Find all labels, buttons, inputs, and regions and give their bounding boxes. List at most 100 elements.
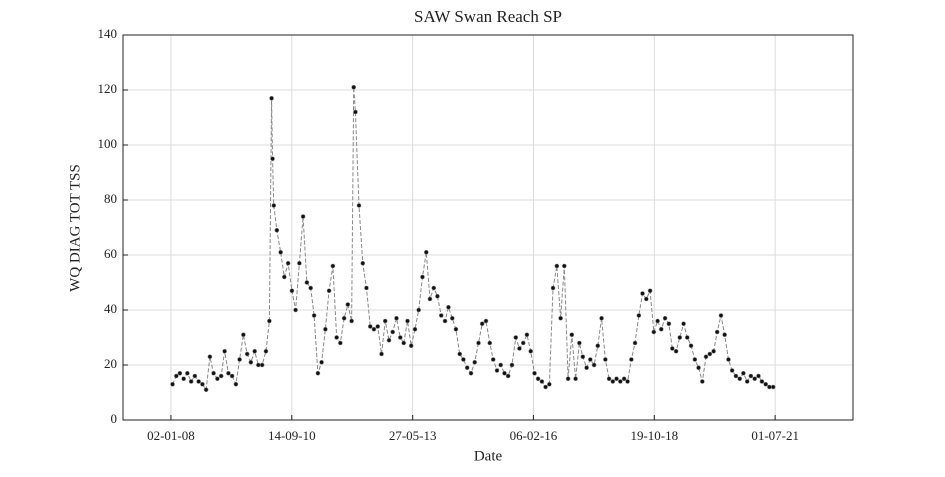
data-point <box>435 293 440 299</box>
data-point <box>509 362 515 368</box>
data-point <box>390 329 395 335</box>
data-point <box>375 324 381 329</box>
data-point <box>196 379 201 384</box>
data-point <box>554 263 560 269</box>
data-point <box>543 384 548 390</box>
data-point <box>360 260 366 266</box>
data-point <box>468 370 474 376</box>
data-point <box>700 379 705 384</box>
data-point <box>371 326 377 332</box>
data-point <box>177 370 183 376</box>
data-point <box>621 376 627 382</box>
data-point <box>226 370 231 376</box>
data-point <box>718 313 724 318</box>
data-point <box>222 348 227 354</box>
data-point <box>353 109 358 115</box>
data-point <box>681 321 686 327</box>
data-point <box>341 315 347 321</box>
data-point <box>472 359 477 365</box>
data-point <box>632 340 638 346</box>
data-point <box>207 354 213 360</box>
data-point <box>248 359 254 365</box>
data-point <box>494 368 500 373</box>
data-point <box>580 354 586 360</box>
data-point <box>606 376 612 382</box>
data-point <box>416 307 421 313</box>
data-point <box>595 343 601 349</box>
data-point <box>569 332 575 338</box>
y-tick-label: 40 <box>104 301 117 316</box>
data-point <box>315 370 321 376</box>
data-point <box>252 348 257 354</box>
data-point <box>614 376 619 382</box>
data-point <box>282 274 287 280</box>
data-point <box>696 365 701 371</box>
data-point <box>714 329 720 335</box>
data-point <box>453 326 459 332</box>
data-point <box>490 357 496 362</box>
data-point <box>722 332 727 338</box>
data-point <box>271 203 277 208</box>
data-point <box>408 343 414 349</box>
data-point <box>528 348 534 354</box>
data-point <box>269 95 274 101</box>
data-point <box>517 346 522 351</box>
data-point <box>547 381 552 387</box>
data-point <box>520 340 526 346</box>
data-point <box>349 318 354 324</box>
data-point <box>367 324 373 329</box>
data-point <box>423 249 429 255</box>
y-tick-label: 80 <box>104 191 117 206</box>
data-point <box>505 373 511 379</box>
data-point <box>382 318 388 324</box>
data-point <box>203 387 209 393</box>
data-point <box>476 340 481 346</box>
data-point <box>215 376 220 382</box>
data-point <box>427 296 433 302</box>
data-point <box>748 373 754 379</box>
data-point <box>524 332 530 338</box>
data-point <box>688 343 694 349</box>
data-point <box>703 354 709 360</box>
data-point <box>498 362 503 368</box>
data-point <box>267 318 272 324</box>
data-point <box>237 357 242 362</box>
data-point <box>752 376 757 382</box>
data-point <box>461 357 466 362</box>
data-point <box>673 348 679 354</box>
data-point <box>405 318 410 324</box>
data-point <box>446 304 451 310</box>
data-point <box>707 351 713 357</box>
data-point <box>655 318 660 324</box>
data-point <box>330 263 336 269</box>
data-point <box>293 307 298 313</box>
data-point <box>185 370 190 376</box>
data-point <box>684 335 690 340</box>
data-point <box>442 318 448 324</box>
data-point <box>356 203 362 208</box>
y-axis-label: WQ DIAG TOT TSS <box>67 164 83 292</box>
data-point <box>532 370 537 376</box>
data-point <box>670 346 675 351</box>
data-point <box>644 296 649 302</box>
data-point <box>603 357 608 362</box>
data-point <box>562 263 567 269</box>
y-tick-label: 0 <box>111 411 118 426</box>
data-point <box>737 376 743 382</box>
data-point <box>767 384 772 390</box>
data-point <box>483 318 489 324</box>
data-point <box>584 365 589 371</box>
data-point <box>487 340 493 346</box>
y-tick-label: 20 <box>104 356 117 371</box>
data-point <box>457 351 463 357</box>
x-tick-label: 02-01-08 <box>147 428 195 443</box>
y-tick-label: 140 <box>98 26 118 41</box>
data-point <box>256 362 261 368</box>
data-point <box>174 373 179 379</box>
data-line <box>172 87 774 392</box>
data-point <box>744 379 750 384</box>
data-point <box>338 340 343 346</box>
data-point <box>334 335 339 340</box>
data-point <box>573 376 578 382</box>
data-point <box>438 313 444 318</box>
